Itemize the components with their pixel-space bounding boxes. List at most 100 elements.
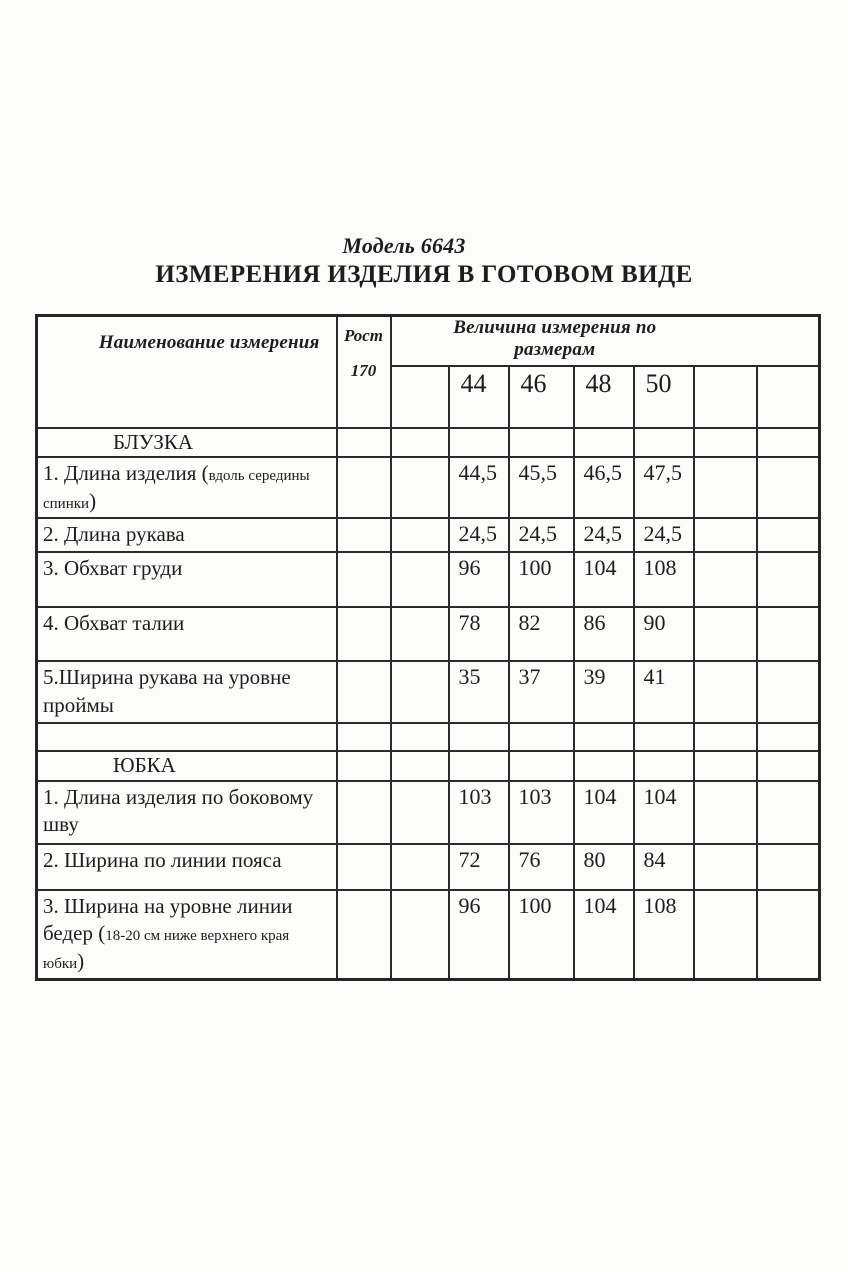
empty-cell [447, 427, 510, 458]
empty-cell [389, 455, 450, 520]
section-row-blouse: БЛУЗКА [35, 427, 821, 458]
value-cell: 82 [507, 606, 575, 663]
empty-cell [755, 365, 821, 429]
value-cell: 24,5 [447, 517, 510, 554]
value-cell: 90 [632, 606, 695, 663]
value-cell: 37 [507, 660, 575, 724]
empty-cell [755, 606, 821, 663]
measurement-label-cell: 2. Длина рукава [35, 517, 338, 554]
table-row: 2. Длина рукава 24,5 24,5 24,5 24,5 [35, 517, 821, 554]
label-close: ) [77, 949, 85, 974]
value-cell: 100 [507, 551, 575, 609]
empty-cell [389, 517, 450, 554]
value-cell: 45,5 [507, 455, 575, 520]
empty-cell [389, 660, 450, 724]
empty-cell [692, 660, 758, 724]
empty-cell [755, 749, 821, 782]
value-cell: 100 [507, 888, 575, 981]
empty-cell [692, 455, 758, 520]
empty-cell [447, 749, 510, 782]
empty-cell [692, 779, 758, 845]
empty-cell [755, 660, 821, 724]
empty-cell [755, 779, 821, 845]
empty-cell [335, 551, 392, 609]
empty-cell [335, 660, 392, 724]
value-cell: 103 [507, 779, 575, 845]
section-label: ЮБКА [35, 749, 338, 782]
table-row: 1. Длина изделия (вдоль середины спинки)… [35, 455, 821, 520]
empty-cell [389, 551, 450, 609]
empty-cell [507, 427, 575, 458]
table-row: 4. Обхват талии 78 82 86 90 [35, 606, 821, 663]
header-row-group: Наименование измерения Рост 170 Величина… [35, 314, 821, 429]
label-close: ) [89, 488, 97, 513]
empty-cell [692, 427, 758, 458]
value-cell: 104 [572, 551, 635, 609]
empty-cell [632, 749, 695, 782]
empty-cell [632, 721, 695, 752]
empty-cell [35, 721, 338, 752]
label-note: 18-20 см ниже верхнего края юбки [43, 928, 290, 973]
empty-cell [335, 749, 392, 782]
table-row: 2. Ширина по линии пояса 72 76 80 84 [35, 842, 821, 891]
value-cell: 86 [572, 606, 635, 663]
value-cell: 47,5 [632, 455, 695, 520]
value-cell: 44,5 [447, 455, 510, 520]
empty-cell [755, 455, 821, 520]
empty-cell [389, 779, 450, 845]
empty-cell [389, 749, 450, 782]
value-cell: 24,5 [572, 517, 635, 554]
empty-cell [572, 427, 635, 458]
label-note: вдоль середины спинки [43, 468, 310, 512]
value-cell: 78 [447, 606, 510, 663]
empty-cell [755, 427, 821, 458]
empty-cell [755, 517, 821, 554]
measurement-label-cell: 2. Ширина по линии пояса [35, 842, 338, 891]
value-cell: 103 [447, 779, 510, 845]
empty-cell [389, 606, 450, 663]
value-cell: 108 [632, 551, 695, 609]
value-cell: 96 [447, 551, 510, 609]
value-cell: 76 [507, 842, 575, 891]
spacer-row [35, 721, 821, 752]
section-row-skirt: ЮБКА [35, 749, 821, 782]
value-cell: 84 [632, 842, 695, 891]
empty-cell [389, 888, 450, 981]
measurement-label-cell: 5.Ширина рукава на уровне проймы [35, 660, 338, 724]
height-label: Рост [343, 326, 384, 345]
empty-cell [632, 427, 695, 458]
label-main: 5.Ширина рукава на уровне проймы [43, 665, 291, 717]
empty-cell [692, 842, 758, 891]
size-header-50: 50 [632, 365, 695, 429]
empty-cell [507, 721, 575, 752]
value-cell: 35 [447, 660, 510, 724]
height-value: 170 [350, 361, 377, 380]
empty-cell [335, 455, 392, 520]
measurement-label-cell: 3. Ширина на уровне линии бедер (18-20 с… [35, 888, 338, 981]
empty-cell [755, 888, 821, 981]
title-block: Модель 6643 ИЗМЕРЕНИЯ ИЗДЕЛИЯ В ГОТОВОМ … [0, 0, 848, 289]
empty-cell [389, 721, 450, 752]
empty-cell [335, 779, 392, 845]
empty-cell [335, 721, 392, 752]
empty-cell [755, 842, 821, 891]
measurement-name-header: Наименование измерения [35, 314, 338, 429]
value-cell: 46,5 [572, 455, 635, 520]
model-title: Модель 6643 [342, 233, 466, 258]
size-header-44: 44 [447, 365, 510, 429]
value-cell: 24,5 [507, 517, 575, 554]
label-main: 3. Ширина на уровне линии бедер ( [43, 893, 293, 946]
empty-cell [447, 721, 510, 752]
sizes-group-header: Величина измерения по размерам [389, 314, 821, 367]
empty-cell [692, 517, 758, 554]
table-row: 1. Длина изделия по боковому шву 103 103… [35, 779, 821, 845]
empty-cell [335, 606, 392, 663]
empty-cell [389, 365, 450, 429]
label-main: 3. Обхват груди [43, 556, 183, 581]
label-main: 2. Длина рукава [43, 522, 185, 547]
empty-cell [335, 427, 392, 458]
empty-cell [507, 749, 575, 782]
label-main: 1. Длина изделия по боковому шву [43, 784, 314, 837]
size-header-48: 48 [572, 365, 635, 429]
